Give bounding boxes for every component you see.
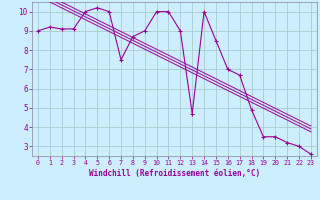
X-axis label: Windchill (Refroidissement éolien,°C): Windchill (Refroidissement éolien,°C) (89, 169, 260, 178)
